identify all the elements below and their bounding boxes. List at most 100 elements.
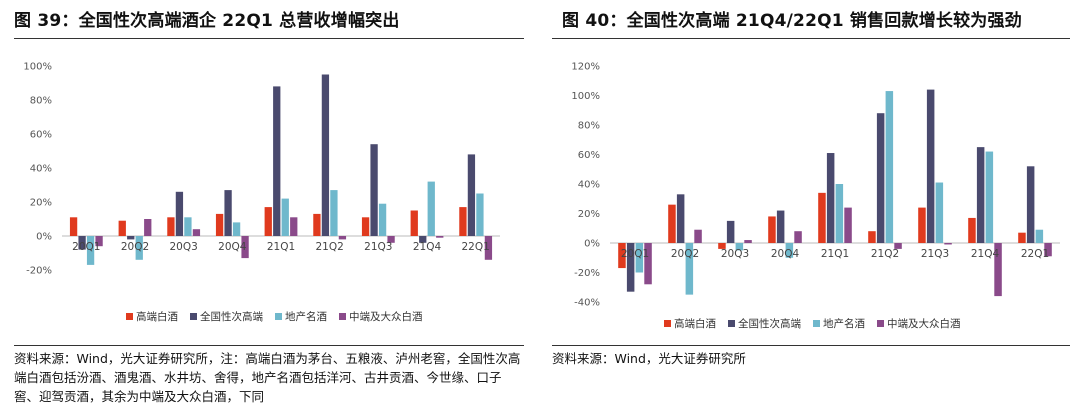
x-tick-label: 21Q1 xyxy=(821,248,849,260)
bar-地产名酒-20Q3 xyxy=(184,217,192,236)
bar-全国性次高端-21Q3 xyxy=(926,89,935,243)
bar-中端及大众白酒-21Q3 xyxy=(944,243,952,245)
bar-中端及大众白酒-20Q3 xyxy=(744,240,752,243)
y-tick-label: -40% xyxy=(574,298,600,309)
legend-swatch xyxy=(728,320,735,327)
bar-地产名酒-21Q1 xyxy=(835,184,844,243)
bar-地产名酒-20Q2 xyxy=(135,236,143,260)
bar-地产名酒-20Q1 xyxy=(86,236,95,265)
bar-中端及大众白酒-21Q1 xyxy=(844,207,852,243)
bar-高端白酒-21Q3 xyxy=(918,207,926,243)
bar-地产名酒-21Q3 xyxy=(378,203,387,236)
bar-地产名酒-21Q2 xyxy=(330,190,338,236)
x-tick-label: 22Q1 xyxy=(1021,248,1049,260)
legend-swatch xyxy=(877,320,884,327)
source-note: 资料来源：Wind，光大证券研究所 xyxy=(552,351,746,366)
bar-高端白酒-20Q2 xyxy=(118,220,126,236)
bar-中端及大众白酒-21Q4 xyxy=(436,236,444,238)
bar-地产名酒-21Q4 xyxy=(985,151,994,243)
bar-全国性次高端-20Q2 xyxy=(127,236,135,240)
bar-高端白酒-22Q1 xyxy=(459,207,467,236)
bar-地产名酒-21Q1 xyxy=(281,198,289,236)
y-tick-label: 0% xyxy=(584,239,600,250)
x-tick-label: 20Q3 xyxy=(721,248,749,260)
legend-swatch xyxy=(339,313,346,320)
legend-swatch xyxy=(190,313,197,320)
bar-中端及大众白酒-20Q1 xyxy=(95,236,103,247)
y-tick-label: 80% xyxy=(30,96,52,107)
x-tick-label: 20Q4 xyxy=(218,241,247,253)
legend-label: 中端及大众白酒 xyxy=(349,310,423,323)
chart-title: 图 40：全国性次高端 21Q4/22Q1 销售回款增长较为强劲 xyxy=(562,11,1022,31)
title-rule xyxy=(14,38,524,39)
bar-地产名酒-20Q3 xyxy=(735,243,744,251)
bar-全国性次高端-21Q1 xyxy=(273,86,281,237)
bar-中端及大众白酒-20Q2 xyxy=(694,229,702,243)
bar-高端白酒-20Q4 xyxy=(768,216,776,243)
bar-高端白酒-21Q4 xyxy=(410,210,418,236)
bar-高端白酒-21Q2 xyxy=(313,213,321,236)
bar-全国性次高端-21Q3 xyxy=(370,144,378,236)
y-tick-label: 20% xyxy=(578,209,600,220)
bar-中端及大众白酒-20Q4 xyxy=(241,236,249,259)
legend-label: 中端及大众白酒 xyxy=(887,317,961,330)
bar-高端白酒-20Q3 xyxy=(718,243,726,249)
bar-全国性次高端-22Q1 xyxy=(467,154,476,236)
legend-label: 高端白酒 xyxy=(136,310,178,323)
bar-全国性次高端-20Q2 xyxy=(676,194,685,243)
y-tick-label: 40% xyxy=(578,180,600,191)
legend-label: 高端白酒 xyxy=(674,317,716,330)
bar-高端白酒-20Q1 xyxy=(618,243,626,269)
bar-中端及大众白酒-20Q1 xyxy=(644,243,652,285)
x-tick-label: 20Q2 xyxy=(121,241,149,253)
bar-中端及大众白酒-22Q1 xyxy=(1044,243,1052,257)
bar-高端白酒-21Q3 xyxy=(361,217,370,236)
y-tick-label: 60% xyxy=(30,130,52,141)
bar-全国性次高端-20Q4 xyxy=(776,210,785,243)
bar-全国性次高端-21Q2 xyxy=(321,74,330,236)
bar-高端白酒-21Q1 xyxy=(264,207,272,236)
bar-地产名酒-22Q1 xyxy=(476,193,484,236)
y-tick-label: 40% xyxy=(30,164,52,175)
x-tick-label: 20Q1 xyxy=(621,248,649,260)
title-rule xyxy=(552,38,1070,39)
x-tick-label: 21Q4 xyxy=(413,241,442,253)
bar-地产名酒-20Q4 xyxy=(232,222,241,236)
y-tick-label: 20% xyxy=(30,198,52,209)
bar-chart-revenue-growth: -20% 0% 20% 40% 60% 80% 100% 20Q1 20Q2 20Q3 20Q4 21… xyxy=(23,62,500,323)
bar-中端及大众白酒-21Q2 xyxy=(338,236,347,240)
x-tick-label: 20Q4 xyxy=(771,248,800,260)
x-tick-label: 21Q4 xyxy=(971,248,1000,260)
bar-中端及大众白酒-21Q3 xyxy=(387,236,395,243)
bar-高端白酒-21Q2 xyxy=(868,231,876,243)
x-tick-label: 21Q3 xyxy=(921,248,949,260)
bar-全国性次高端-20Q1 xyxy=(626,243,635,292)
bar-全国性次高端-20Q4 xyxy=(224,190,232,236)
bar-全国性次高端-20Q3 xyxy=(726,220,735,244)
legend-label: 地产名酒 xyxy=(285,310,327,323)
bar-地产名酒-21Q2 xyxy=(885,91,894,243)
y-tick-label: 60% xyxy=(578,150,600,161)
y-tick-label: 120% xyxy=(571,62,600,73)
bar-地产名酒-21Q4 xyxy=(427,181,435,236)
x-tick-label: 20Q1 xyxy=(72,241,100,253)
x-tick-label: 21Q1 xyxy=(267,241,295,253)
bar-中端及大众白酒-21Q1 xyxy=(290,217,298,236)
legend-swatch xyxy=(813,320,820,327)
y-tick-label: 80% xyxy=(578,121,600,132)
bar-全国性次高端-21Q2 xyxy=(876,113,885,243)
legend-label: 全国性次高端 xyxy=(200,310,263,323)
legend-label: 全国性次高端 xyxy=(738,317,801,330)
legend-swatch xyxy=(126,313,133,320)
x-tick-label: 21Q2 xyxy=(316,241,344,253)
source-rule xyxy=(14,345,524,346)
bar-高端白酒-20Q3 xyxy=(167,217,175,236)
bar-高端白酒-20Q1 xyxy=(69,217,78,236)
bar-地产名酒-21Q3 xyxy=(935,182,944,243)
x-tick-label: 20Q2 xyxy=(671,248,699,260)
source-note: 资料来源：Wind，光大证券研究所，注：高端白酒为茅台、五粮液、泸州老窖，全国性… xyxy=(14,351,521,404)
bar-全国性次高端-20Q1 xyxy=(78,236,86,250)
bar-中端及大众白酒-20Q4 xyxy=(794,231,802,243)
bar-高端白酒-20Q4 xyxy=(215,213,224,236)
x-tick-label: 21Q3 xyxy=(364,241,392,253)
